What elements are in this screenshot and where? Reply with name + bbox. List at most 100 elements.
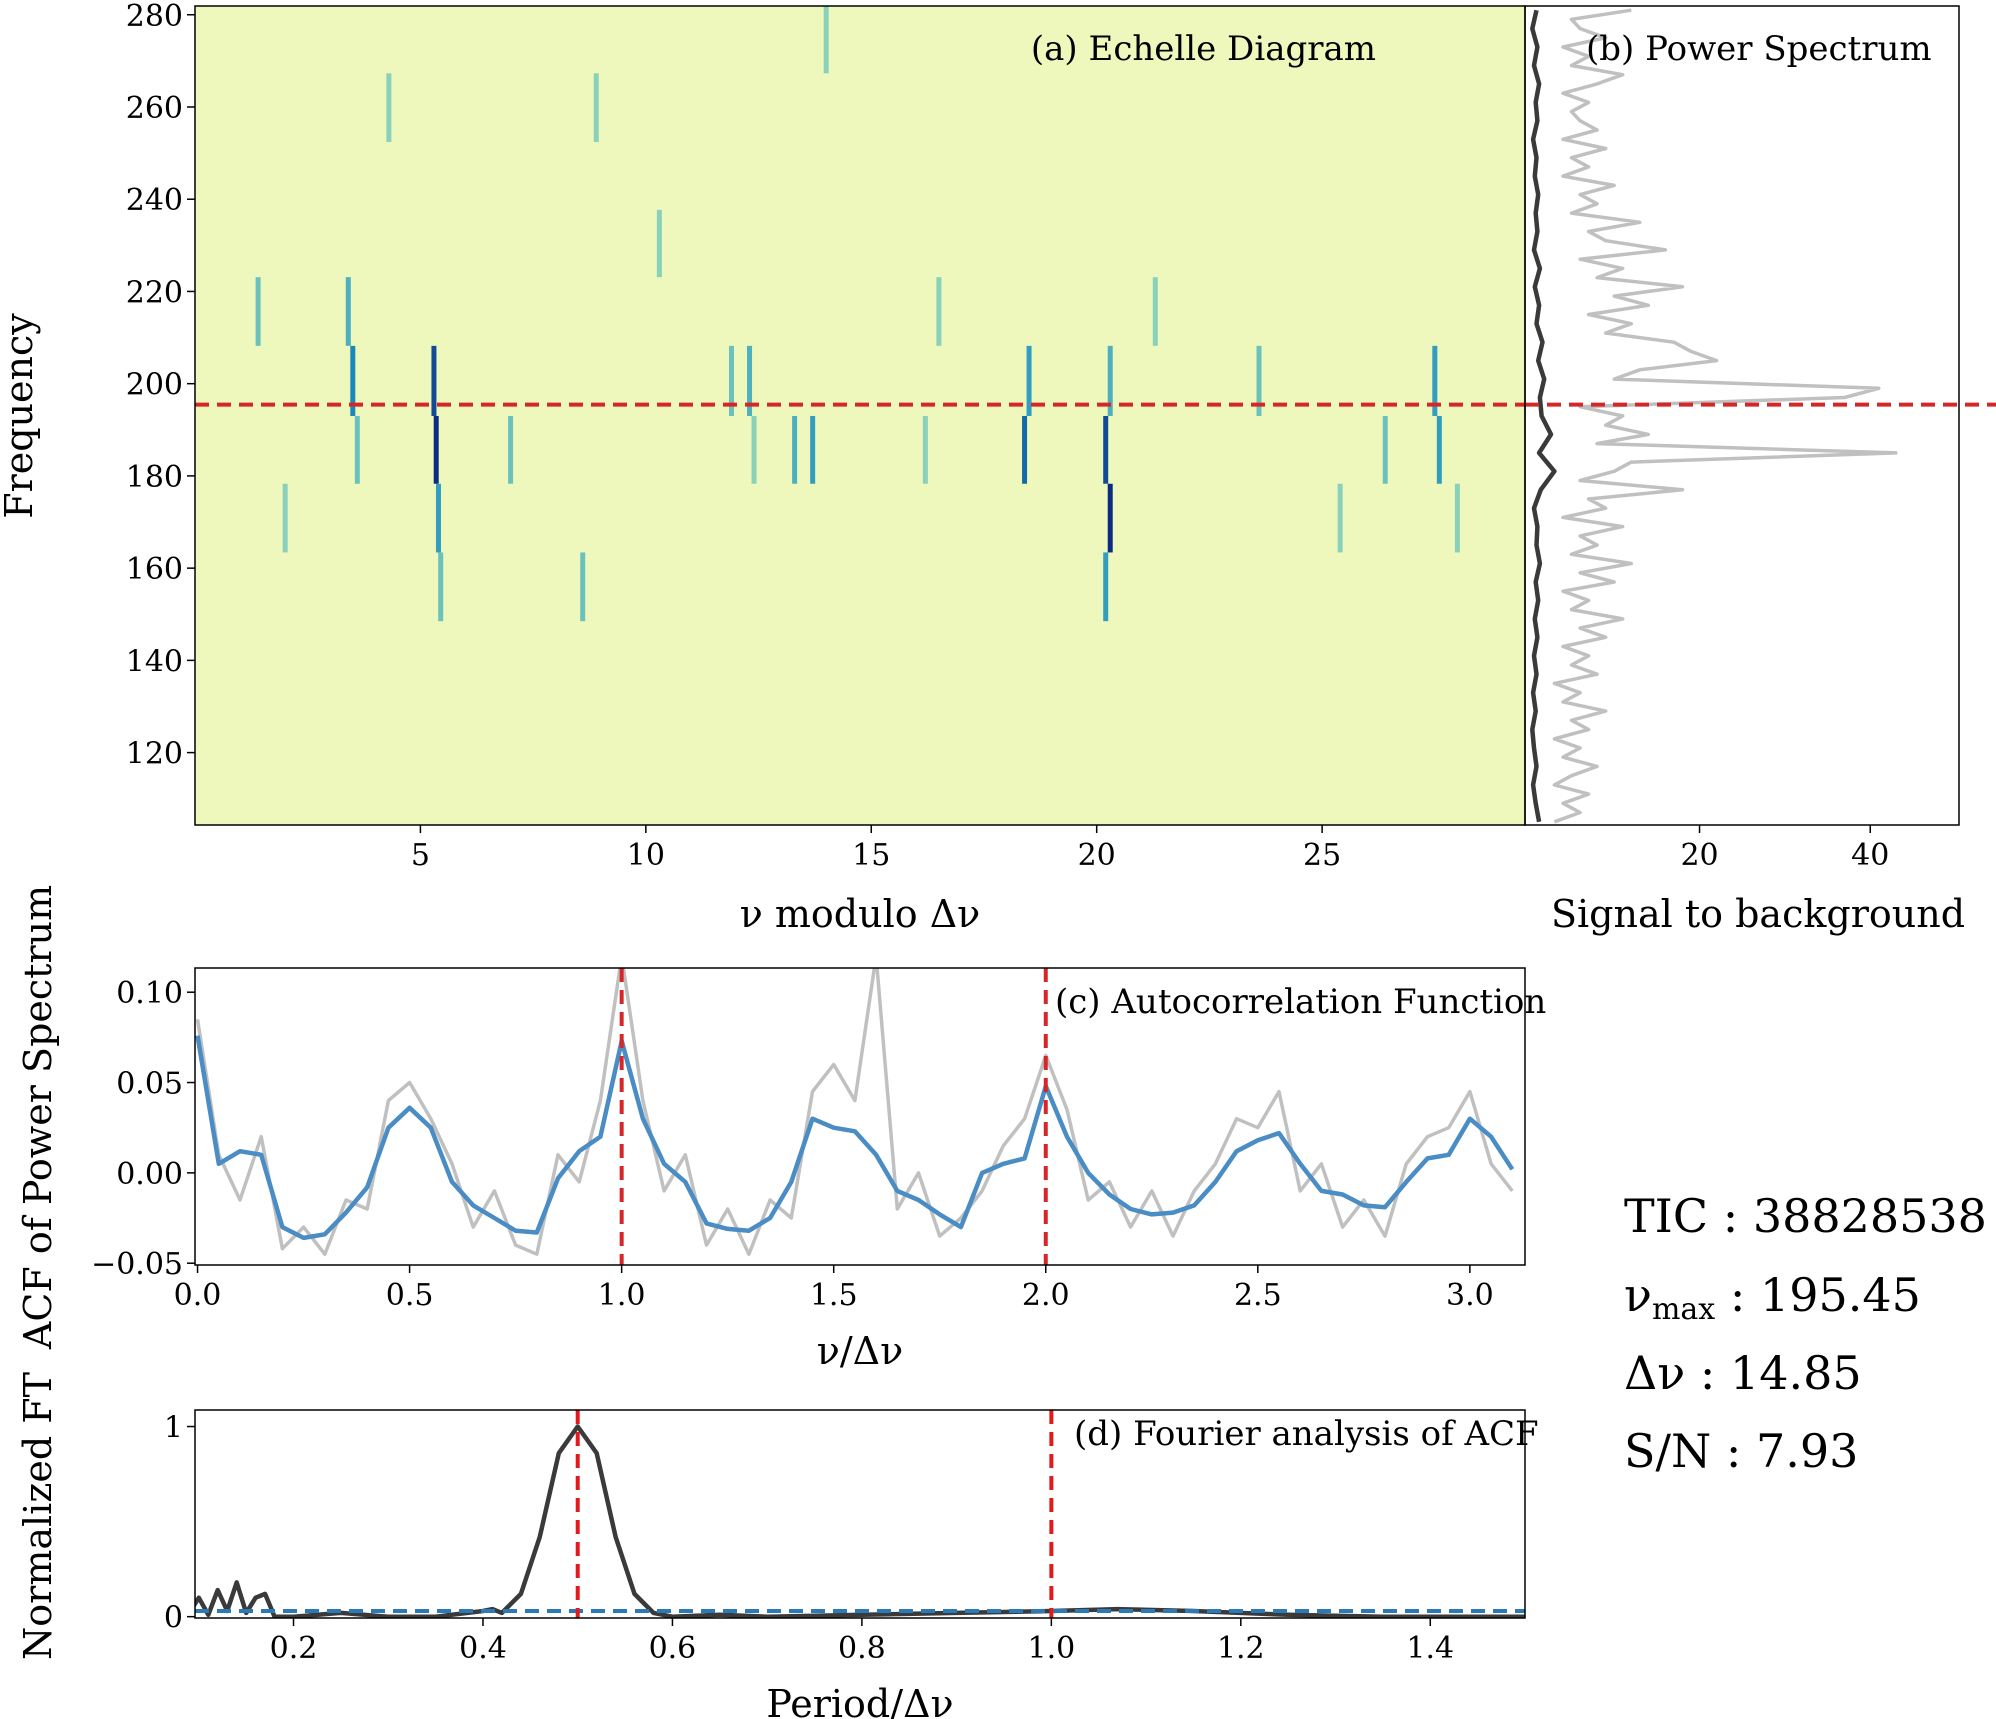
plot-area [195,1410,1525,1618]
info-separator: : [1700,1346,1716,1400]
x-tick-label: 5 [411,838,430,873]
power-streak [1337,483,1343,553]
power-streak [438,552,444,622]
info-value: 7.93 [1756,1424,1858,1478]
info-separator: : [1730,1268,1746,1322]
power-streak [656,209,662,278]
info-box: TIC : 38828538 νmax : 195.45 Δν : 14.85 … [1624,1189,1987,1478]
plot-area [195,968,1515,1265]
info-label: S/N [1624,1424,1711,1478]
plot-area [195,6,1525,825]
panel: 0.2 0.4 0.6 0.8 1.0 1.2 1.4 0 1 (d) Fourier analy… [16,1372,1539,1719]
y-tick-label: 160 [126,552,183,587]
y-tick-label: 200 [126,368,183,403]
axes-frame [194,1409,1526,1619]
power-streak [354,415,360,484]
power-streak [922,415,928,484]
y-tick-label: 140 [126,644,183,679]
power-streak [1107,345,1113,416]
power-streak [435,483,441,553]
x-tick-label: 2.5 [1234,1278,1282,1313]
info-separator: : [1723,1189,1739,1243]
panel-title: (b) Power Spectrum [1586,29,1932,69]
power-streak [431,345,437,416]
power-streak [580,552,586,622]
power-streak [255,277,261,346]
y-tick-label: 1 [164,1411,183,1446]
y-axis-label: Normalized FT [16,1372,60,1660]
y-tick-label: 280 [126,0,183,34]
x-tick-label: 20 [1680,838,1718,873]
x-axis-label: ν modulo Δν [740,892,981,936]
info-value: 38828538 [1753,1189,1987,1243]
axes-frame [194,967,1526,1266]
x-tick-label: 0.5 [386,1278,434,1313]
power-streak [282,483,288,553]
power-streak [345,277,351,346]
y-axis-label: Frequency [0,313,41,519]
axes-frame [1524,5,1960,826]
x-tick-label: 20 [1078,838,1116,873]
power-streak [1432,345,1438,416]
power-streak [823,6,829,74]
y-tick-label: 240 [126,183,183,218]
y-tick-label: 0 [164,1601,183,1636]
x-tick-label: 10 [627,838,665,873]
y-tick-label: 180 [126,460,183,495]
power-streak [1026,345,1032,416]
x-tick-label: 0.0 [174,1278,222,1313]
power-streak [350,345,356,416]
power-streak [593,73,599,143]
power-streak [1107,483,1113,553]
x-tick-label: 40 [1851,838,1889,873]
power-streak [792,415,798,484]
power-streak [433,415,439,484]
panel: 20 40 (b) Power Spectrum Signal to backgrou… [1524,5,1996,936]
power-streak [751,415,757,484]
info-numax: νmax : 195.45 [1624,1268,1921,1327]
plot-background [195,6,1525,825]
x-tick-label: 1.0 [598,1278,646,1313]
x-tick-label: 0.6 [649,1631,697,1666]
panel-title: (d) Fourier analysis of ACF [1074,1414,1539,1454]
x-tick-label: 1.4 [1406,1631,1454,1666]
panel-title: (a) Echelle Diagram [1031,29,1376,69]
power-streak [386,73,392,143]
panel: 0.0 0.5 1.0 1.5 2.0 2.5 3.0 −0.05 0.00 0.05 0.10 (c… [16,885,1546,1373]
power-streak [1152,277,1158,346]
x-tick-label: 0.4 [459,1631,507,1666]
x-tick-label: 0.8 [838,1631,886,1666]
plot-area [1530,8,1898,824]
data-line [1530,9,1557,823]
info-snr: S/N : 7.93 [1624,1424,1858,1478]
power-streak [810,415,816,484]
y-tick-label: 0.10 [116,976,183,1011]
data-line [195,1424,1525,1618]
x-tick-label: 2.0 [1022,1278,1070,1313]
power-streak [1382,415,1388,484]
data-line [1552,8,1898,824]
info-label: Δν [1624,1346,1685,1400]
info-value: 195.45 [1760,1268,1921,1322]
power-streak [936,277,942,346]
power-streak [1103,415,1109,484]
x-tick-label: 25 [1303,838,1341,873]
x-axis-label: ν/Δν [817,1329,903,1373]
x-tick-label: 15 [852,838,890,873]
data-line [195,968,1514,1256]
power-streak [1454,483,1460,553]
y-tick-label: 120 [126,737,183,772]
y-tick-label: 260 [126,91,183,126]
power-streak [1103,552,1109,622]
power-streak [508,415,514,484]
panel-title: (c) Autocorrelation Function [1055,982,1546,1022]
info-tic: TIC : 38828538 [1624,1189,1987,1243]
y-tick-label: 0.00 [116,1157,183,1192]
power-streak [1022,415,1028,484]
info-separator: : [1726,1424,1742,1478]
y-tick-label: −0.05 [91,1247,183,1282]
info-label: ν [1624,1268,1652,1322]
power-streak [729,345,735,416]
